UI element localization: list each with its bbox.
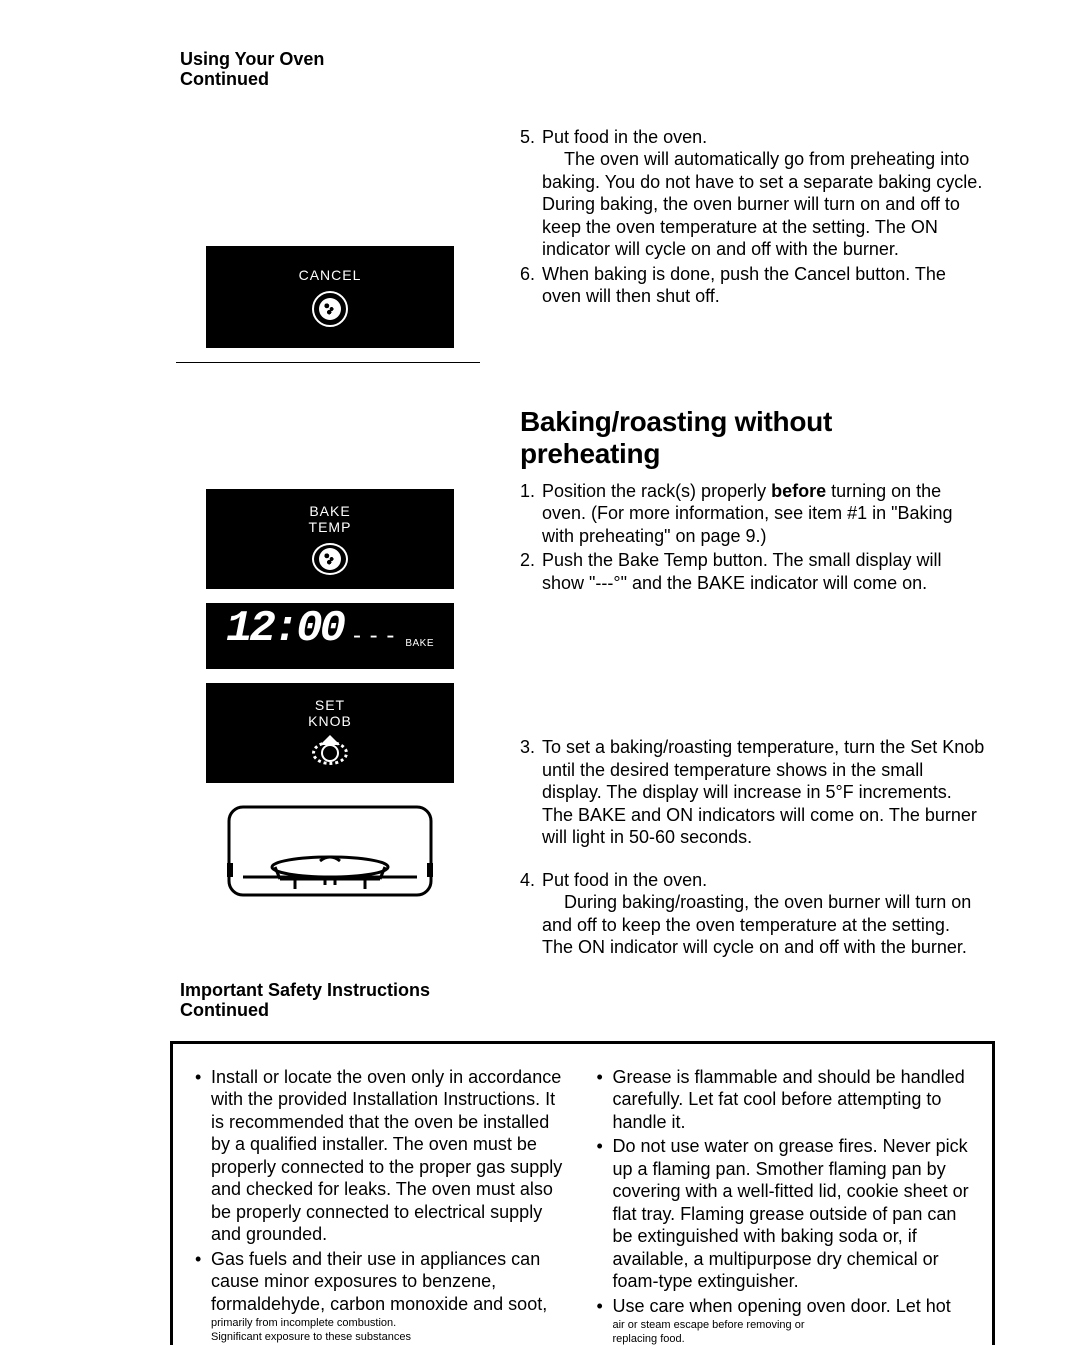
- cancel-label: CANCEL: [299, 267, 362, 283]
- header-line1: Using Your Oven: [180, 49, 324, 69]
- safety-left-fine1: primarily from incomplete combustion.: [211, 1317, 569, 1329]
- safety-right-b3: Use care when opening oven door. Let hot: [613, 1295, 951, 1318]
- cancel-button-icon: [312, 291, 348, 327]
- clock-time: 12:00: [226, 602, 343, 657]
- step-5-body: The oven will automatically go from preh…: [542, 149, 982, 259]
- step-3-body: To set a baking/roasting temperature, tu…: [542, 736, 985, 849]
- safety-right-b2: Do not use water on grease fires. Never …: [613, 1135, 971, 1293]
- step-2-number: 2.: [520, 549, 542, 594]
- step-4-number: 4.: [520, 869, 542, 959]
- bake-temp-label: BAKE TEMP: [309, 503, 352, 535]
- steps-continued: 5. Put food in the oven. The oven will a…: [520, 126, 985, 308]
- safety-left-col: Install or locate the oven only in accor…: [195, 1066, 569, 1345]
- safety-left-fine2: Significant exposure to these substances: [211, 1331, 569, 1343]
- step-1-number: 1.: [520, 480, 542, 548]
- safety-right-b1: Grease is flammable and should be handle…: [613, 1066, 971, 1134]
- divider-rule: [176, 362, 480, 363]
- panel-set-knob: SET KNOB: [206, 683, 454, 783]
- step-5-number: 5.: [520, 126, 542, 261]
- right-column: 5. Put food in the oven. The oven will a…: [520, 126, 985, 961]
- step-4-body: During baking/roasting, the oven burner …: [542, 892, 971, 957]
- steps-section2c: 4. Put food in the oven. During baking/r…: [520, 869, 985, 959]
- step-2-body: Push the Bake Temp button. The small dis…: [542, 549, 985, 594]
- section-title: Baking/roasting without preheating: [520, 406, 985, 470]
- safety-left-b1: Install or locate the oven only in accor…: [211, 1066, 569, 1246]
- clock-dashes: - - -: [353, 621, 395, 651]
- step-1-body: Position the rack(s) properly before tur…: [542, 480, 985, 548]
- oven-illustration: [225, 803, 435, 909]
- step-6-number: 6.: [520, 263, 542, 308]
- step-3-number: 3.: [520, 736, 542, 849]
- page-header: Using Your Oven Continued: [180, 50, 985, 90]
- step-6-body: When baking is done, push the Cancel but…: [542, 263, 985, 308]
- safety-left-b2: Gas fuels and their use in appliances ca…: [211, 1248, 569, 1316]
- steps-section2: 1. Position the rack(s) properly before …: [520, 480, 985, 595]
- safety-right-fine2: replacing food.: [613, 1333, 971, 1345]
- panel-bake-temp: BAKE TEMP: [206, 489, 454, 589]
- safety-right-col: Grease is flammable and should be handle…: [597, 1066, 971, 1345]
- header-line2: Continued: [180, 69, 269, 89]
- panel-cancel: CANCEL: [206, 246, 454, 348]
- safety-right-fine1: air or steam escape before removing or: [613, 1319, 971, 1331]
- safety-box: Install or locate the oven only in accor…: [170, 1041, 995, 1345]
- safety-header: Important Safety Instructions Continued: [180, 981, 985, 1021]
- step-5-lead: Put food in the oven.: [542, 127, 707, 147]
- panel-display: 12:00 - - - BAKE: [206, 603, 454, 669]
- clock-mode: BAKE: [405, 638, 434, 651]
- left-column: CANCEL BAKE TEMP 12:00 - - -: [180, 126, 480, 961]
- steps-section2b: 3. To set a baking/roasting temperature,…: [520, 736, 985, 849]
- set-knob-icon: [308, 737, 352, 769]
- set-knob-label: SET KNOB: [308, 697, 352, 729]
- step-4-lead: Put food in the oven.: [542, 870, 707, 890]
- bake-temp-button-icon: [312, 543, 348, 575]
